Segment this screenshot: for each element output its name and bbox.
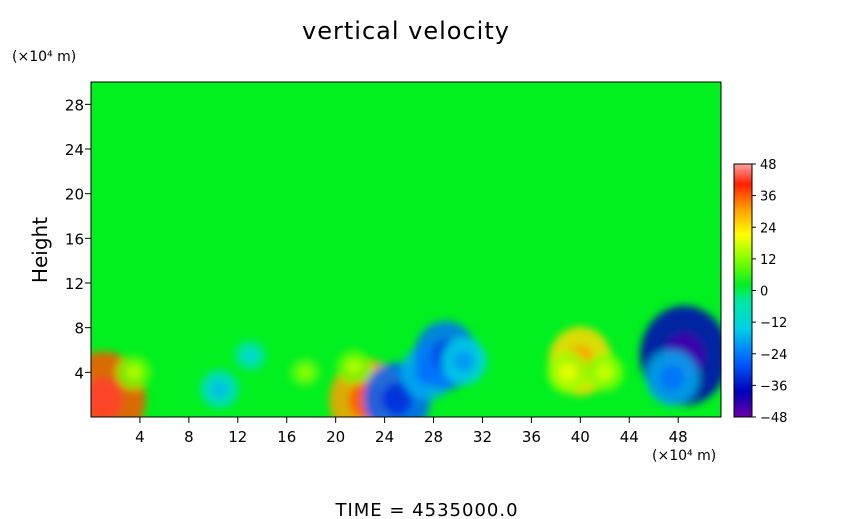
y-tick-label: 12 <box>65 275 84 293</box>
heat-feature-core <box>243 349 257 363</box>
x-tick-label: 28 <box>424 428 443 446</box>
x-tick-label: 12 <box>228 428 247 446</box>
colorbar: 48 36 24 12 0 −12 −24 −36 −48 <box>733 158 787 426</box>
y-tick-label: 8 <box>74 320 84 338</box>
heat-feature-core <box>126 364 142 380</box>
heat-feature-core <box>346 359 362 375</box>
colorbar-tick-label: −12 <box>760 316 787 331</box>
heat-feature-core <box>558 362 578 382</box>
colorbar-tick-label: 24 <box>760 221 777 236</box>
colorbar-tick-label: 48 <box>760 158 777 173</box>
x-tick-label: 40 <box>571 428 590 446</box>
heat-feature-core <box>453 350 475 372</box>
y-tick-label: 16 <box>65 230 84 248</box>
y-axis-unit: (×10⁴ m) <box>12 49 76 65</box>
x-tick-label: 48 <box>669 428 688 446</box>
heat-feature-core <box>298 365 313 379</box>
colorbar-gradient <box>733 163 753 418</box>
heat-feature-core <box>210 380 228 398</box>
x-tick-label: 36 <box>522 428 541 446</box>
heat-feature-core <box>381 382 412 416</box>
heat-feature-core <box>660 365 684 391</box>
x-tick-label: 4 <box>135 428 145 446</box>
heatmap-features <box>91 305 721 417</box>
x-tick-label: 16 <box>277 428 296 446</box>
y-tick-label: 28 <box>65 96 84 114</box>
x-tick-label: 20 <box>326 428 345 446</box>
y-axis: 4 8 12 16 20 24 28 <box>65 96 91 382</box>
colorbar-tick-label: 0 <box>760 285 768 300</box>
x-axis: 4 8 12 16 20 24 28 32 36 40 44 48 <box>135 417 688 446</box>
x-axis-unit: (×10⁴ m) <box>652 448 716 464</box>
colorbar-tick-label: −48 <box>760 411 787 426</box>
colorbar-tick-label: 36 <box>760 190 777 205</box>
y-tick-label: 24 <box>65 141 84 159</box>
plot-area <box>90 81 722 418</box>
x-tick-label: 24 <box>375 428 394 446</box>
heat-feature-core <box>596 363 614 381</box>
y-axis-title: Height <box>28 217 52 283</box>
y-tick-label: 20 <box>65 186 84 204</box>
chart-title: vertical velocity <box>302 17 510 45</box>
time-label: TIME = 4535000.0 <box>334 500 518 519</box>
x-tick-label: 44 <box>620 428 639 446</box>
heat-feature-core <box>91 377 123 417</box>
colorbar-tick-label: −36 <box>760 379 787 394</box>
plot-border <box>90 81 722 418</box>
colorbar-ticks: 48 36 24 12 0 −12 −24 −36 −48 <box>752 158 787 426</box>
colorbar-tick-label: −24 <box>760 348 787 363</box>
y-tick-label: 4 <box>74 364 84 382</box>
x-tick-label: 8 <box>184 428 194 446</box>
x-tick-label: 32 <box>473 428 492 446</box>
colorbar-tick-label: 12 <box>760 253 777 268</box>
